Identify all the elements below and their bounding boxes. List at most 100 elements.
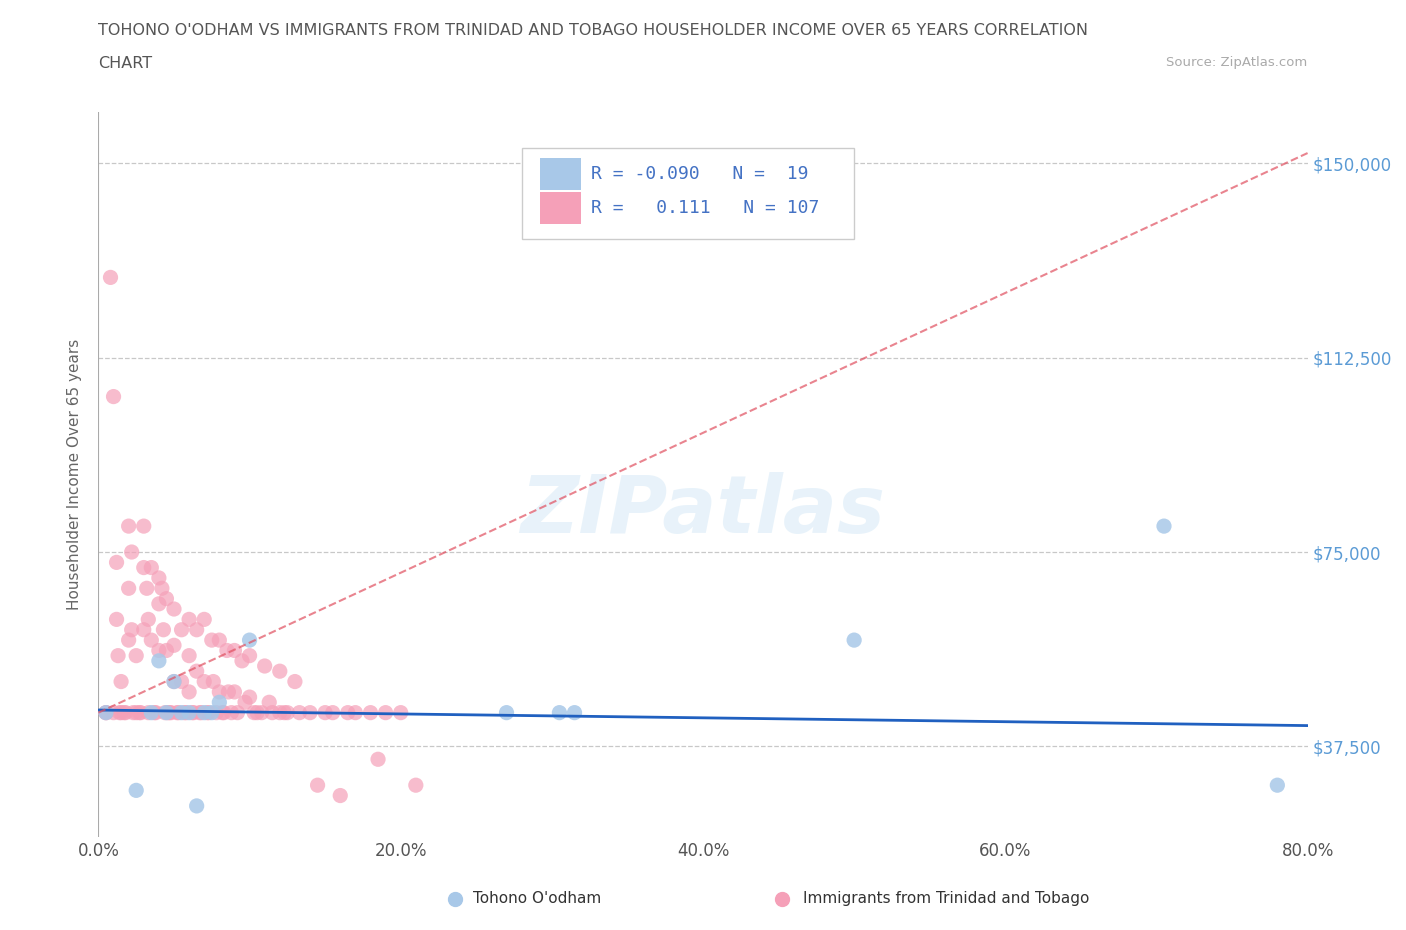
Point: [136, 612, 159, 627]
Point: [193, 612, 215, 627]
FancyBboxPatch shape: [540, 158, 581, 190]
Point: [118, 581, 141, 596]
Point: [105, 555, 128, 570]
Point: [239, 648, 262, 663]
Point: [299, 705, 322, 720]
Point: [314, 705, 336, 720]
Point: [163, 674, 186, 689]
Point: [125, 705, 148, 720]
Point: [201, 632, 224, 647]
Point: [125, 648, 148, 663]
Point: [152, 622, 174, 637]
Point: [202, 674, 225, 689]
Point: [103, 705, 125, 720]
Point: [276, 705, 298, 720]
Point: [105, 612, 128, 627]
Point: [108, 705, 131, 720]
Point: [163, 638, 186, 653]
Point: [132, 560, 155, 575]
Point: [179, 612, 201, 627]
Point: [188, 705, 211, 720]
Point: [239, 632, 262, 647]
Point: [121, 545, 143, 560]
Point: [548, 705, 571, 720]
Point: [257, 695, 280, 710]
Text: ZIPatlas: ZIPatlas: [520, 472, 886, 550]
Point: [136, 705, 159, 720]
Point: [163, 602, 186, 617]
Point: [226, 705, 249, 720]
Point: [239, 690, 262, 705]
Point: [183, 705, 205, 720]
Point: [170, 705, 193, 720]
FancyBboxPatch shape: [540, 193, 581, 224]
Point: [208, 695, 231, 710]
Point: [233, 695, 256, 710]
Point: [186, 622, 208, 637]
Point: [155, 591, 177, 606]
Point: [148, 570, 170, 585]
Point: [94, 705, 117, 720]
Point: [103, 389, 125, 404]
Point: [179, 705, 201, 720]
Y-axis label: Householder Income Over 65 years: Householder Income Over 65 years: [67, 339, 83, 610]
Text: R =   0.111   N = 107: R = 0.111 N = 107: [591, 199, 818, 217]
Point: [564, 705, 586, 720]
Point: [132, 519, 155, 534]
Point: [221, 705, 243, 720]
Point: [94, 705, 117, 720]
Point: [284, 674, 307, 689]
Point: [100, 270, 122, 285]
Point: [118, 519, 141, 534]
Point: [118, 632, 141, 647]
Point: [844, 632, 866, 647]
Point: [1267, 777, 1289, 792]
Point: [186, 799, 208, 814]
Point: [205, 705, 228, 720]
Point: [201, 705, 224, 720]
Point: [367, 751, 389, 766]
Point: [148, 643, 170, 658]
Point: [243, 705, 266, 720]
Point: [212, 705, 235, 720]
Point: [129, 705, 152, 720]
Point: [174, 705, 197, 720]
Point: [246, 705, 269, 720]
Point: [121, 622, 143, 637]
Point: [336, 705, 359, 720]
Point: [215, 643, 238, 658]
Point: [141, 560, 163, 575]
Point: [141, 705, 163, 720]
Point: [170, 674, 193, 689]
Point: [208, 684, 231, 699]
Point: [262, 705, 284, 720]
Point: [163, 674, 186, 689]
Text: CHART: CHART: [98, 56, 152, 71]
Point: [94, 705, 117, 720]
Point: [389, 705, 412, 720]
Point: [186, 664, 208, 679]
Point: [150, 581, 173, 596]
Point: [122, 705, 145, 720]
Point: [148, 596, 170, 611]
Point: [148, 654, 170, 669]
Point: [160, 705, 183, 720]
Point: [143, 705, 166, 720]
Point: [307, 777, 329, 792]
Point: [273, 705, 295, 720]
Point: [495, 705, 517, 720]
Text: R = -0.090   N =  19: R = -0.090 N = 19: [591, 165, 808, 183]
Point: [322, 705, 344, 720]
Point: [141, 632, 163, 647]
Point: [224, 643, 246, 658]
Text: Tohono O'odham: Tohono O'odham: [474, 891, 602, 906]
Point: [170, 622, 193, 637]
Point: [155, 643, 177, 658]
Point: [329, 788, 352, 803]
Point: [1153, 519, 1175, 534]
Text: TOHONO O'ODHAM VS IMMIGRANTS FROM TRINIDAD AND TOBAGO HOUSEHOLDER INCOME OVER 65: TOHONO O'ODHAM VS IMMIGRANTS FROM TRINID…: [98, 23, 1088, 38]
Point: [167, 705, 190, 720]
Point: [128, 705, 150, 720]
Text: Source: ZipAtlas.com: Source: ZipAtlas.com: [1167, 56, 1308, 69]
Point: [110, 705, 132, 720]
